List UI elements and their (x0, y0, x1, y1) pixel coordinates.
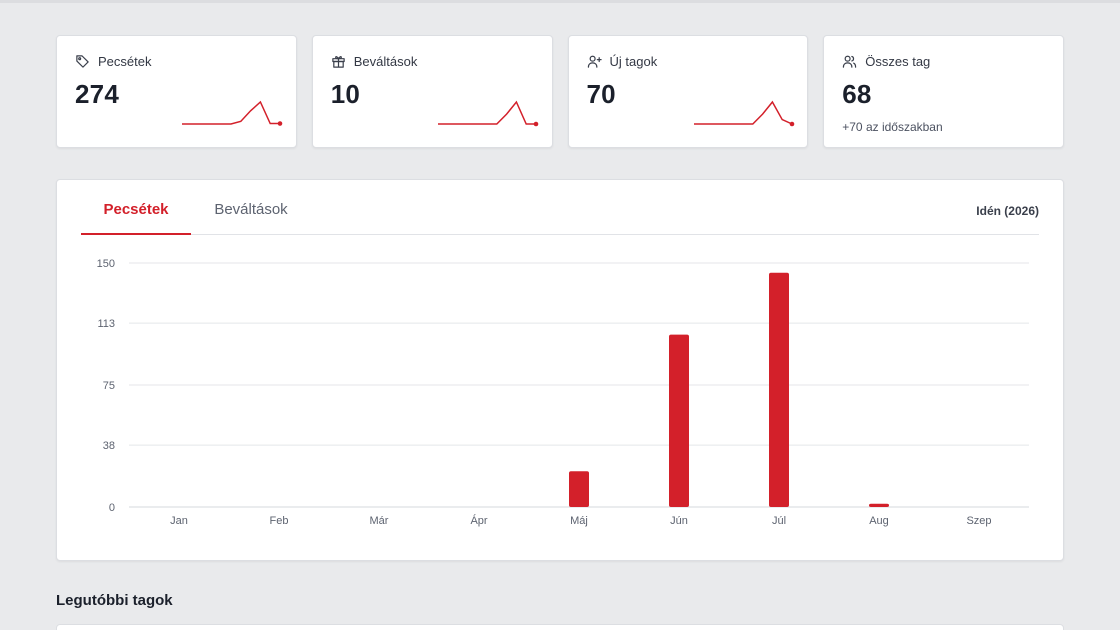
stat-label: Pecsétek (98, 53, 152, 69)
stat-subtext: +70 az időszakban (842, 120, 943, 134)
tab-redemptions[interactable]: Beváltások (214, 201, 288, 218)
sparkline (437, 100, 539, 127)
bar (769, 272, 789, 507)
bar-chart: 0 38 75 113 150 Jan Feb Már Ápr Máj Jún Júl Aug Szep (97, 258, 1029, 527)
stat-label: Összes tag (865, 53, 931, 69)
x-tick-label: Aug (869, 515, 889, 527)
chart-panel: Pecsétek Beváltások Idén (2026) 0 38 75 113… (56, 179, 1064, 561)
sparkline-path (693, 100, 792, 125)
stat-label: Új tagok (609, 53, 658, 69)
stat-value: 68 (842, 79, 872, 109)
bar (569, 471, 589, 507)
x-tick-label: Feb (270, 515, 289, 527)
stat-value: 274 (75, 79, 119, 109)
y-tick-label: 75 (103, 380, 115, 392)
x-tick-label: Ápr (470, 514, 487, 527)
stat-card-new-members: Új tagok 70 (567, 35, 809, 148)
period-selector[interactable]: Idén (2026) (976, 204, 1039, 218)
stat-card-total-members: Összes tag 68 +70 az időszakban (823, 35, 1064, 148)
x-tick-label: Máj (570, 515, 588, 527)
stat-card-stamps: Pecsétek 274 (56, 35, 297, 148)
bar (669, 334, 689, 507)
x-tick-label: Jún (670, 515, 688, 527)
sparkline-end-point (789, 121, 794, 127)
y-tick-label: 0 (109, 502, 115, 514)
y-tick-label: 38 (103, 440, 115, 452)
sparkline-end-point (533, 121, 539, 127)
sparkline (693, 100, 794, 127)
bar (869, 503, 889, 507)
stat-label: Beváltások (353, 53, 418, 69)
user-plus-icon (587, 54, 602, 69)
sparkline-path (182, 100, 280, 125)
top-border (0, 0, 1120, 3)
x-tick-label: Júl (772, 515, 786, 527)
stat-value: 70 (586, 79, 616, 109)
stat-card-redemptions: Beváltások 10 (311, 35, 553, 148)
chart-tabs: Pecsétek Beváltások (81, 180, 1039, 235)
x-tick-label: Már (370, 515, 389, 527)
tab-stamps[interactable]: Pecsétek (81, 180, 191, 235)
tag-icon (75, 54, 90, 69)
y-tick-label: 113 (97, 318, 115, 330)
gift-icon (331, 54, 346, 69)
sparkline-end-point (277, 121, 283, 126)
stat-cards: Pecsétek 274 Beváltások 10 Ú (56, 35, 1064, 148)
stat-value: 10 (330, 79, 361, 109)
x-tick-label: Jan (170, 515, 188, 527)
y-tick-label: 150 (97, 258, 115, 270)
users-icon (842, 54, 857, 69)
x-tick-label: Szep (966, 515, 991, 527)
section-title: Legutóbbi tagok (56, 592, 173, 609)
sparkline (182, 100, 283, 126)
recent-members-panel (56, 624, 1064, 630)
sparkline-path (437, 100, 536, 125)
